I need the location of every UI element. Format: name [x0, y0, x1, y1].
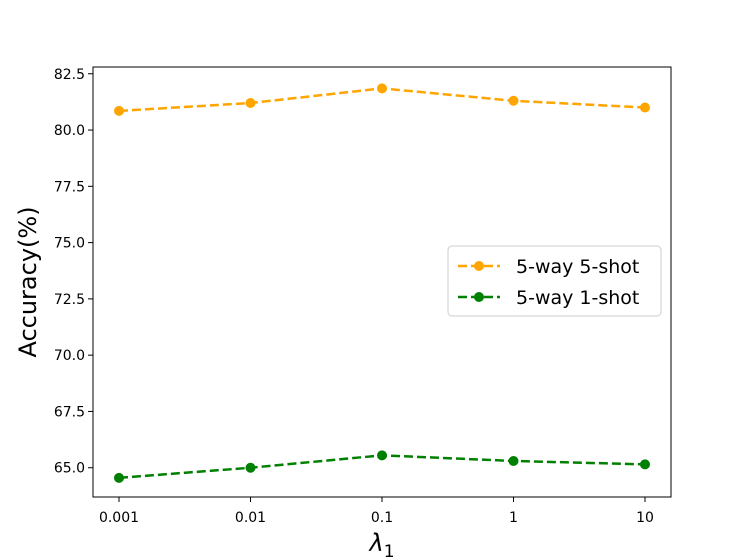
- x-tick-label: 1: [509, 510, 518, 526]
- data-point: [508, 95, 519, 106]
- y-tick-label: 82.5: [54, 67, 85, 83]
- x-tick-label: 0.01: [235, 510, 266, 526]
- y-tick-label: 80.0: [54, 123, 85, 139]
- y-tick-label: 77.5: [54, 179, 85, 195]
- data-point: [640, 102, 650, 113]
- x-tick-label: 10: [636, 510, 654, 526]
- legend-marker: [474, 292, 484, 302]
- x-axis-ticks: 0.001 0.01 0.1 1 10: [99, 497, 654, 526]
- plot-frame: [92, 66, 672, 498]
- series-5-way-5-shot: [114, 83, 650, 116]
- legend-items: 5-way 5-shot 5-way 1-shot: [458, 256, 639, 309]
- series-layer: [114, 83, 650, 483]
- data-point: [377, 83, 387, 94]
- legend-marker: [474, 261, 484, 271]
- x-tick-label: 0.1: [371, 510, 393, 526]
- y-tick-label: 75.0: [54, 236, 85, 252]
- legend-label: 5-way 1-shot: [516, 287, 639, 309]
- y-tick-label: 67.5: [54, 404, 85, 420]
- data-point: [245, 462, 256, 473]
- y-tick-label: 72.5: [54, 292, 85, 308]
- x-axis-label: λ1: [367, 529, 394, 560]
- data-point: [114, 105, 124, 116]
- data-point: [640, 459, 650, 470]
- x-tick-label: 0.001: [99, 510, 139, 526]
- y-axis-label: Accuracy(%): [14, 206, 42, 357]
- data-point: [245, 98, 256, 109]
- x-axis-label-subscript: 1: [384, 542, 395, 560]
- y-tick-label: 65.0: [54, 461, 85, 477]
- series-5-way-1-shot: [114, 450, 650, 483]
- legend-label: 5-way 5-shot: [516, 256, 639, 278]
- data-point: [114, 472, 124, 483]
- legend-box: [447, 245, 662, 317]
- data-point: [508, 455, 519, 466]
- y-tick-label: 70.0: [54, 348, 85, 364]
- legend-item: 5-way 1-shot: [458, 287, 639, 309]
- data-point: [377, 450, 387, 461]
- x-axis-label-symbol: λ: [367, 529, 383, 557]
- y-axis-ticks: 65.0 67.5 70.0 72.5 75.0 77.5 80.0 82.5: [54, 67, 93, 477]
- legend-item: 5-way 5-shot: [458, 256, 639, 278]
- legend: 5-way 5-shot 5-way 1-shot: [447, 245, 662, 317]
